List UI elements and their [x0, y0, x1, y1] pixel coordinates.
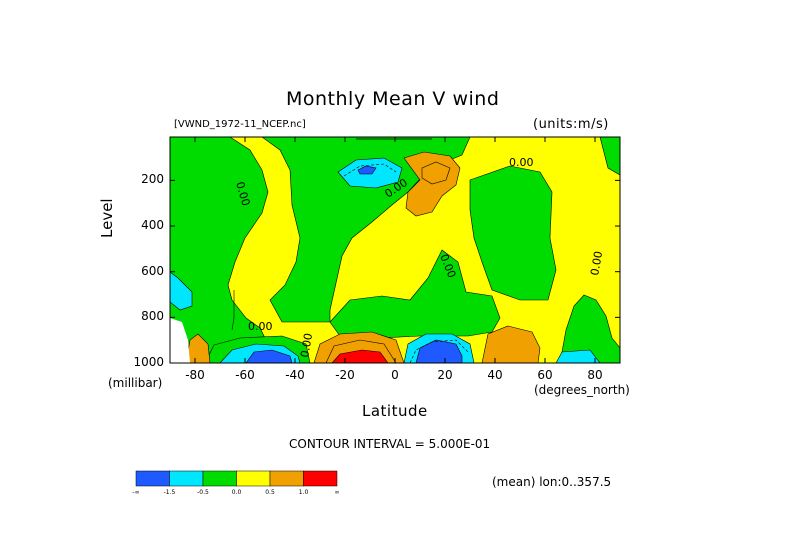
contour-label: 0.00: [509, 156, 534, 169]
contour-interval-text: CONTOUR INTERVAL = 5.000E-01: [289, 437, 491, 451]
contour-label: 0.00: [248, 320, 273, 333]
colorbar-swatch: [135, 470, 170, 487]
x-tick-label: -20: [335, 368, 355, 382]
contour-label: 0.00: [233, 180, 252, 207]
colorbar-label: -1.5: [164, 489, 176, 496]
plot-area: [170, 137, 620, 363]
field-neg-right-column: [469, 165, 557, 301]
dataset-label: [VWND_1972-11_NCEP.nc]: [174, 119, 306, 130]
field-missing-patch: [170, 318, 190, 363]
x-tick-label: 40: [487, 368, 503, 382]
field-cyan-left-edge: [170, 271, 193, 311]
y-tick-label: 600: [141, 263, 164, 278]
colorbar-swatch: [169, 470, 204, 487]
contour-line-c: [325, 339, 397, 363]
contour-line-e: [231, 290, 235, 331]
x-tick-label: -80: [185, 368, 205, 382]
field-neg-right-bottom: [559, 294, 620, 363]
field-red-center: [331, 349, 389, 363]
field-blue-left: [245, 349, 293, 363]
colorbar-label: ∞: [335, 489, 340, 496]
tick-marks: [170, 137, 620, 364]
field-neg-center-lower: [329, 249, 501, 339]
field-orange-left-bottom: [185, 333, 211, 363]
x-tick-label: 0: [391, 368, 399, 382]
footer-mean-text: (mean) lon:0..357.5: [492, 475, 612, 489]
colorbar-swatch: [202, 470, 237, 487]
colorbar-swatch: [269, 470, 304, 487]
colorbar-swatch: [236, 470, 271, 487]
x-axis-units: (degrees_north): [534, 383, 630, 397]
x-axis-label: Latitude: [362, 402, 428, 420]
colorbar-swatch: [303, 470, 338, 487]
contour-line-a: [421, 161, 451, 185]
x-tick-label: -60: [235, 368, 255, 382]
contour-line-b: [343, 163, 397, 177]
chart-title: Monthly Mean V wind: [286, 88, 500, 110]
field-blue-center: [415, 339, 463, 363]
contour-label: 0.00: [588, 250, 605, 276]
y-tick-label: 400: [141, 218, 164, 233]
colorbar: -∞ -1.5 -0.5 0.0 0.5 1.0 ∞: [132, 470, 340, 496]
colorbar-label: 0.5: [265, 489, 275, 496]
colorbar-label: -∞: [132, 489, 139, 496]
y-axis-label: Level: [98, 198, 116, 238]
y-tick-label: 800: [141, 309, 164, 324]
colorbar-label: -0.5: [197, 489, 209, 496]
contour-label: 0.00: [298, 332, 315, 358]
x-tick-label: 80: [587, 368, 603, 382]
field-neg-right-edge: [599, 137, 620, 176]
units-label: (units:m/s): [533, 117, 609, 132]
field-blue-upper: [357, 165, 377, 175]
y-axis-units: (millibar): [108, 376, 163, 390]
x-tick-label: -40: [285, 368, 305, 382]
y-tick-label: 1000: [133, 355, 164, 369]
colorbar-label: 0.0: [232, 489, 242, 496]
contour-line-d: [409, 339, 469, 363]
colorbar-label: 1.0: [299, 489, 309, 496]
x-tick-label: 60: [537, 368, 553, 382]
y-tick-label: 200: [141, 172, 164, 187]
field-orange-right-bottom: [481, 325, 541, 363]
x-tick-label: 20: [437, 368, 453, 382]
field-cyan-right-bottom: [555, 349, 601, 363]
